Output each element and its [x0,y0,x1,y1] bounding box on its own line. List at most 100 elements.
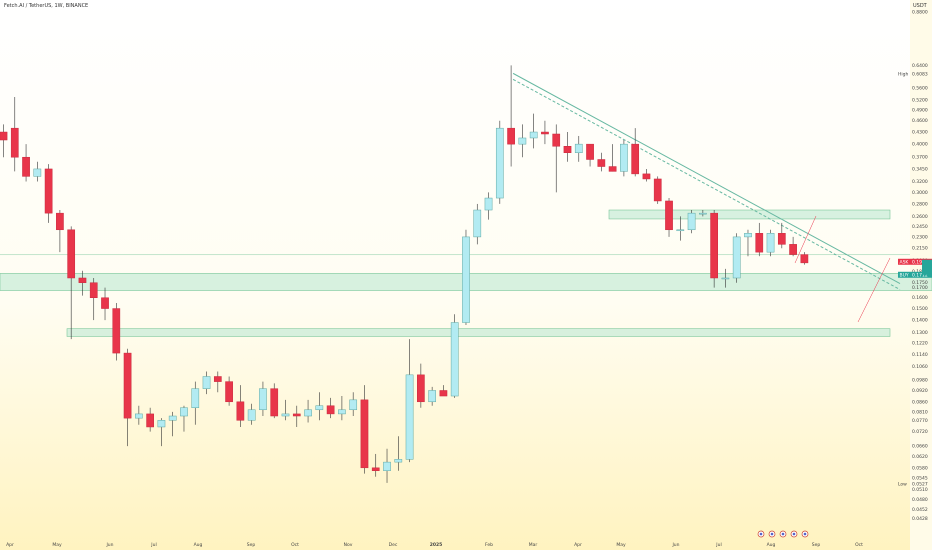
candle-body[interactable] [428,390,436,403]
candle-body[interactable] [676,229,685,232]
bid-price-tag [910,271,932,278]
candle-body[interactable] [360,399,369,469]
candle-body[interactable] [146,413,154,428]
candle-body[interactable] [56,212,64,231]
candle-body[interactable] [462,236,470,323]
candle-body[interactable] [270,388,279,417]
candle-body[interactable] [292,413,301,417]
candle-body[interactable] [563,146,572,153]
y-tick-label: 0.2450 [912,224,928,230]
y-tick-label: 0.6400 [912,63,928,69]
candle-body[interactable] [507,127,515,145]
y-tick-label: 0.0980 [912,377,928,383]
candle-body[interactable] [450,322,459,397]
candle-body[interactable] [315,405,324,411]
bid-price: 0.1712 [912,272,928,278]
candle-body[interactable] [653,178,662,202]
candle-body[interactable] [0,131,8,141]
candle-body[interactable] [631,143,640,175]
candle-body[interactable] [67,229,76,279]
candle-body[interactable] [473,209,482,238]
candle-body[interactable] [349,399,358,411]
candle-body[interactable] [168,415,177,421]
y-tick-label: 0.3450 [912,166,928,172]
candle-body[interactable] [10,127,19,158]
y-tick-label: 0.8800 [912,10,928,16]
candle-body[interactable] [33,168,42,177]
candle-body[interactable] [789,244,797,255]
candle-body[interactable] [259,388,267,411]
candle-body[interactable] [586,143,594,160]
candle-body[interactable] [157,420,166,428]
candle-body[interactable] [574,143,583,153]
candle-body[interactable] [777,233,786,245]
candle-body[interactable] [371,467,380,471]
x-tick-label: Mar [529,542,538,548]
candle-body[interactable] [135,413,143,419]
low-value: 0.0527 [912,481,928,487]
candle-body[interactable] [608,166,617,172]
events-layer [757,530,809,538]
candle-body[interactable] [78,277,87,283]
y-tick-label: 0.0580 [912,465,928,471]
candle-body[interactable] [101,297,109,309]
candle-body[interactable] [665,200,673,231]
candle-body[interactable] [755,233,764,253]
candle-body[interactable] [541,131,549,135]
candle-body[interactable] [495,127,504,199]
candle-body[interactable] [620,143,628,172]
y-tick-label: 0.0545 [912,476,928,482]
ask-price: 0.1971 [912,259,928,265]
x-tick-label: Jun [105,542,113,548]
candle-body[interactable] [247,409,256,421]
candle-body[interactable] [123,352,132,419]
candle-body[interactable] [744,233,752,238]
x-tick-label: Apr [574,542,582,548]
candle-body[interactable] [383,461,391,471]
y-tick-label: 0.2600 [912,214,928,220]
bid-prefix: BUY [900,272,909,278]
candle-body[interactable] [699,212,707,215]
candle-body[interactable] [405,374,414,460]
y-tick-label: 0.5600 [912,85,928,91]
candle-body[interactable] [766,233,775,253]
candle-body[interactable] [338,409,346,415]
candle-body[interactable] [394,459,403,463]
candle-body[interactable] [202,376,211,389]
candle-body[interactable] [597,159,606,167]
candle-body[interactable] [236,401,245,421]
candle-body[interactable] [89,282,98,298]
candle-body[interactable] [191,388,200,408]
candle-body[interactable] [484,197,493,211]
candle-body[interactable] [225,381,233,403]
candle-body[interactable] [710,212,718,279]
candle-body[interactable] [800,254,809,264]
y-tick-label: 0.5200 [912,98,928,104]
candle-body[interactable] [687,212,696,231]
candle-body[interactable] [518,137,527,145]
candle-body[interactable] [44,168,53,214]
y-tick-label: 0.1060 [912,364,928,370]
candle-body[interactable] [732,236,741,279]
candle-body[interactable] [22,156,30,177]
y-tick-label: 0.1140 [912,352,928,358]
candle-body[interactable] [552,133,561,147]
y-tick-label: 0.0770 [912,418,928,424]
y-tick-label: 0.1700 [912,285,928,291]
candle-body[interactable] [180,407,188,417]
candle-body[interactable] [281,413,290,417]
candle-body[interactable] [304,409,312,417]
candle-body[interactable] [529,131,538,139]
candle-body[interactable] [213,376,222,382]
candle-body[interactable] [112,308,121,354]
y-tick-label: 0.0510 [912,487,928,493]
candle-body[interactable] [326,405,335,415]
candle-body[interactable] [721,277,730,280]
candle-body[interactable] [439,390,448,397]
x-tick-label: Jul [715,542,721,548]
y-tick-label: 0.2300 [912,234,928,240]
projection-arrow-1 [794,215,817,264]
candle-body[interactable] [642,173,651,180]
candle-body[interactable] [417,374,425,403]
